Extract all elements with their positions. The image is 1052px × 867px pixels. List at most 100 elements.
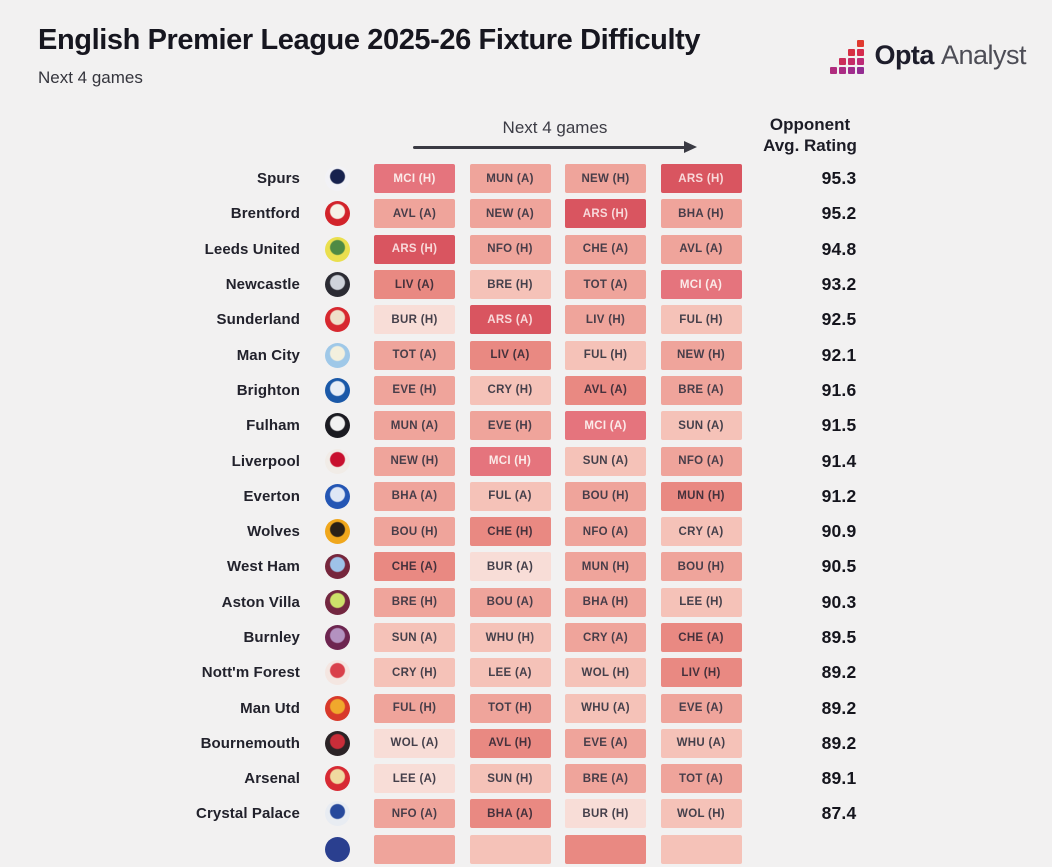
fixture-cell: NEW (A) <box>469 199 551 229</box>
opponent-avg-rating-column-header: Opponent Avg. Rating <box>733 114 887 156</box>
fixture-cell: MUN (A) <box>374 411 455 441</box>
fixture-cell: NFO (A) <box>660 446 742 476</box>
table-row: Bournemouth WOL (A) AVL (H) EVE (A) WHU (A) 8… <box>0 726 1052 761</box>
fixture-cell: BOU (H) <box>660 552 742 582</box>
team-badge-icon <box>324 801 350 827</box>
team-badge-wrap <box>300 695 374 721</box>
fixture-cell: FUL (H) <box>565 340 646 370</box>
fixture-cells: CHE (A) BUR (A) MUN (H) BOU (H) <box>374 552 742 582</box>
fixture-cell: FUL (H) <box>660 305 742 335</box>
fixture-cell: TOT (A) <box>660 764 742 794</box>
table-row: Burnley SUN (A) WHU (H) CRY (A) CHE (A) 89.5 <box>0 620 1052 655</box>
fixture-cell: CRY (A) <box>660 517 742 547</box>
fixture-cell <box>469 834 551 864</box>
team-badge-wrap <box>300 836 374 862</box>
team-name: Burnley <box>243 629 300 646</box>
fixture-cell: BHA (H) <box>565 587 646 617</box>
fixture-cell: CRY (H) <box>469 375 551 405</box>
team-badge-icon <box>324 166 350 192</box>
page-subtitle: Next 4 games <box>38 68 143 87</box>
fixture-cell: AVL (H) <box>469 728 551 758</box>
table-row: Newcastle LIV (A) BRE (H) TOT (A) MCI (A) 93.… <box>0 267 1052 302</box>
opponent-avg-rating-value: 89.5 <box>821 627 857 647</box>
fixture-cell: TOT (A) <box>374 340 455 370</box>
fixture-cell: BUR (H) <box>374 305 455 335</box>
team-badge-wrap <box>300 377 374 403</box>
team-badge-wrap <box>300 801 374 827</box>
team-badge-wrap <box>300 307 374 333</box>
team-name: Brighton <box>236 381 300 399</box>
rating-header-line2: Avg. Rating <box>763 136 857 155</box>
fixture-cell: MUN (H) <box>660 481 742 511</box>
opta-mark-square <box>857 67 865 74</box>
team-badge-wrap <box>300 201 374 227</box>
team-badge-icon <box>324 519 350 545</box>
fixture-cell: NEW (H) <box>660 340 742 370</box>
fixture-cell: BOU (H) <box>565 481 646 511</box>
fixture-cell: EVE (A) <box>565 728 646 758</box>
fixture-cell: CRY (H) <box>374 658 455 688</box>
opponent-avg-rating-value: 89.2 <box>821 732 857 753</box>
fixture-cell: CRY (A) <box>565 623 646 652</box>
team-name: Aston Villa <box>221 593 300 611</box>
opponent-avg-rating-value: 94.8 <box>821 238 857 259</box>
fixture-cell: AVL (A) <box>565 375 646 405</box>
fixture-cell: LIV (H) <box>565 305 646 335</box>
fixture-cell: BUR (H) <box>565 799 646 829</box>
table-row: Brentford AVL (A) NEW (A) ARS (H) BHA (H) 95.… <box>0 196 1052 231</box>
fixture-cell: BRE (H) <box>469 270 551 300</box>
opponent-avg-rating-value: 87.4 <box>821 803 857 824</box>
team-badge-icon <box>324 836 350 862</box>
opta-analyst-logo: Opta Analyst <box>830 36 1027 74</box>
fixture-cell: SUN (H) <box>469 764 551 794</box>
fixture-difficulty-infographic: English Premier League 2025-26 Fixture D… <box>38 24 1027 864</box>
fixture-cell: FUL (A) <box>469 481 551 511</box>
team-badge-icon <box>324 625 350 650</box>
team-badge-icon <box>324 448 350 474</box>
fixture-cell: BOU (A) <box>469 587 551 617</box>
team-name: Fulham <box>246 417 300 435</box>
fixture-cell: WHU (A) <box>565 693 646 723</box>
team-badge-icon <box>324 589 350 615</box>
fixture-cell: ARS (H) <box>660 164 742 194</box>
fixture-cell: BRE (H) <box>374 587 455 617</box>
fixture-cell: AVL (A) <box>660 234 742 264</box>
fixture-cell <box>374 834 455 864</box>
team-badge-icon <box>324 695 350 721</box>
team-badge-wrap <box>300 730 374 756</box>
table-row: Spurs MCI (H) MUN (A) NEW (H) ARS (H) 95.3 <box>0 161 1052 196</box>
table-row: Liverpool NEW (H) MCI (H) SUN (A) NFO (A) 91.… <box>0 443 1052 478</box>
fixture-cells: EVE (H) CRY (H) AVL (A) BRE (A) <box>374 375 742 405</box>
opta-mark-square <box>839 58 847 65</box>
fixture-cell: NEW (H) <box>374 446 455 476</box>
fixture-cell: NFO (H) <box>469 234 551 264</box>
fixture-cell: ARS (A) <box>469 305 551 335</box>
table-row: Crystal Palace NFO (A) BHA (A) BUR (H) WOL (… <box>0 796 1052 831</box>
fixture-table: Spurs MCI (H) MUN (A) NEW (H) ARS (H) 95.3 Bre… <box>0 161 1052 867</box>
team-badge-icon <box>324 766 350 792</box>
table-row: Nott'm Forest CRY (H) LEE (A) WOL (H) LIV (H… <box>0 655 1052 690</box>
fixture-cells: WOL (A) AVL (H) EVE (A) WHU (A) <box>374 728 742 758</box>
table-row: Wolves BOU (H) CHE (H) NFO (A) CRY (A) 90.9 <box>0 514 1052 549</box>
fixture-cells: AVL (A) NEW (A) ARS (H) BHA (H) <box>374 199 742 229</box>
fixture-cell: LEE (H) <box>660 587 742 617</box>
team-name: Crystal Palace <box>196 805 300 823</box>
fixture-cells: FUL (H) TOT (H) WHU (A) EVE (A) <box>374 693 742 723</box>
table-row: Man City TOT (A) LIV (A) FUL (H) NEW (H) 92.1 <box>0 337 1052 372</box>
opta-mark-square <box>857 58 865 65</box>
team-badge-wrap <box>300 766 374 792</box>
team-badge-icon <box>324 554 350 580</box>
fixture-cell: NEW (H) <box>565 164 646 194</box>
fixture-cell: BHA (A) <box>469 799 551 829</box>
fixture-cell: LEE (A) <box>469 658 551 688</box>
page-title: English Premier League 2025-26 Fixture D… <box>38 24 701 56</box>
fixture-cell: ARS (H) <box>565 199 646 229</box>
fixture-cells: SUN (A) WHU (H) CRY (A) CHE (A) <box>374 623 742 652</box>
team-name: Everton <box>243 487 300 505</box>
fixture-cell: WOL (A) <box>374 728 455 758</box>
team-badge-icon <box>324 483 350 509</box>
fixture-cell: WOL (H) <box>660 799 742 829</box>
table-row: Brighton EVE (H) CRY (H) AVL (A) BRE (A) 91.6 <box>0 373 1052 408</box>
team-name: Wolves <box>247 523 300 541</box>
fixture-cell: LIV (A) <box>469 340 551 370</box>
